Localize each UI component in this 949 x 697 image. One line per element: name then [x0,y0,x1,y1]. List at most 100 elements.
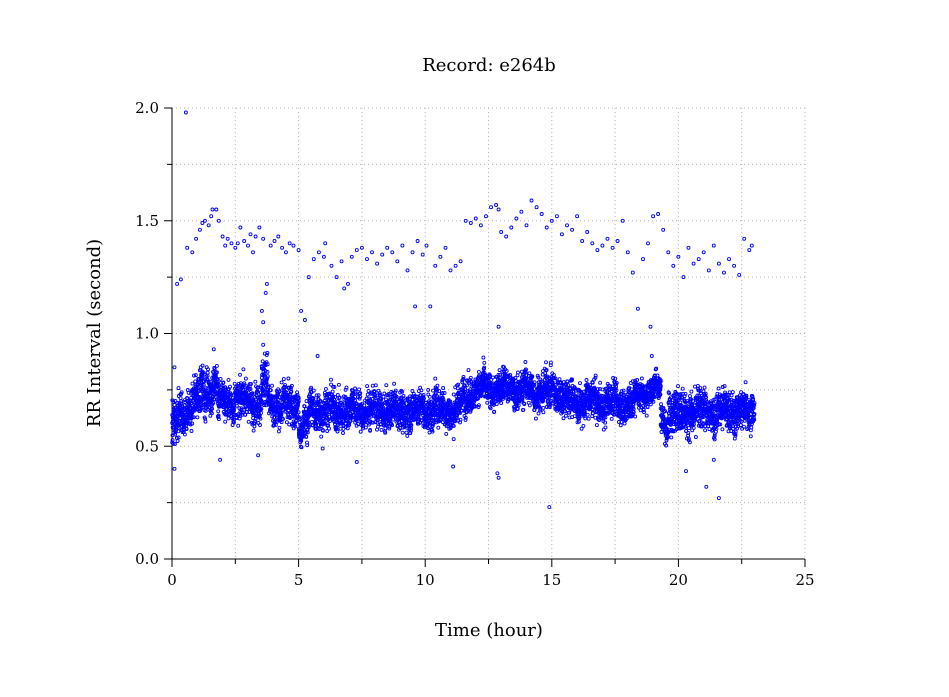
data-point [511,380,516,385]
data-point [335,393,340,397]
data-point [658,378,663,383]
data-point [530,374,535,379]
data-point [441,386,446,390]
data-point [633,414,638,419]
data-point [566,383,571,388]
data-point [381,394,386,399]
data-point [242,381,247,386]
data-point [522,402,527,406]
data-point [430,423,435,428]
data-point [435,394,439,398]
data-point [387,426,392,431]
data-point [613,376,618,381]
data-point [435,383,440,388]
data-point [362,403,367,408]
data-point [253,379,258,384]
data-point [393,388,398,393]
data-point [366,422,371,427]
data-point [392,381,397,386]
data-point [401,394,406,398]
data-point [402,423,407,428]
data-point [350,388,355,393]
data-point [472,399,477,404]
data-point [296,410,301,415]
data-point [237,416,242,421]
data-point [609,416,614,421]
data-point [189,429,194,433]
data-point [410,389,415,393]
data-point [541,410,546,415]
data-point [468,375,473,380]
data-point [520,395,525,400]
data-point [461,377,466,381]
data-point [431,388,435,393]
data-point [182,432,187,437]
data-point [375,424,380,429]
data-point [347,421,352,425]
data-point [557,377,562,382]
data-point [232,420,236,425]
data-point [243,412,248,417]
data-point [532,382,537,387]
y-tick-label: 0.0 [135,550,159,568]
data-point [299,445,304,450]
data-point [400,389,405,394]
data-point [281,377,286,382]
data-point [451,423,456,428]
data-point [358,394,363,399]
data-point [216,413,221,418]
data-point [614,380,619,385]
data-point [408,394,413,399]
data-point [658,392,663,397]
data-point [363,425,368,430]
data-point [461,375,466,379]
data-point [444,431,449,436]
data-point [336,382,341,387]
data-point [614,388,619,393]
data-point [357,396,362,401]
data-point [665,435,670,440]
data-point [214,363,219,368]
data-point [176,429,181,434]
data-point [353,389,358,394]
data-point [284,420,289,425]
data-point [370,383,375,388]
y-tick-label: 1.0 [135,325,159,343]
data-point [301,434,306,439]
data-point [611,401,616,406]
data-point [624,416,629,421]
data-point [603,420,608,425]
data-point [404,423,409,428]
data-point [476,405,481,409]
data-point [440,409,445,414]
data-point [504,368,509,373]
data-point [595,387,600,392]
data-point [358,429,363,434]
data-point [333,395,338,400]
data-point [654,366,659,371]
data-point [342,419,346,424]
y-tick-label: 0.5 [135,437,159,455]
data-point [603,425,608,430]
data-point [238,372,242,377]
data-point [326,423,331,428]
data-point [416,415,421,420]
data-point [405,396,410,401]
data-point [539,379,544,384]
data-point [464,383,469,388]
data-point [323,386,328,391]
data-point [402,401,407,405]
data-point [563,413,568,418]
data-point [536,411,541,416]
data-point [616,420,621,424]
data-point [476,369,481,374]
data-point [387,424,392,429]
data-point [223,419,228,424]
data-point [485,400,490,405]
data-point [506,397,511,401]
data-point [540,372,545,377]
data-point [382,391,387,396]
data-point [624,414,628,419]
data-point [171,399,176,404]
data-point [431,422,436,426]
